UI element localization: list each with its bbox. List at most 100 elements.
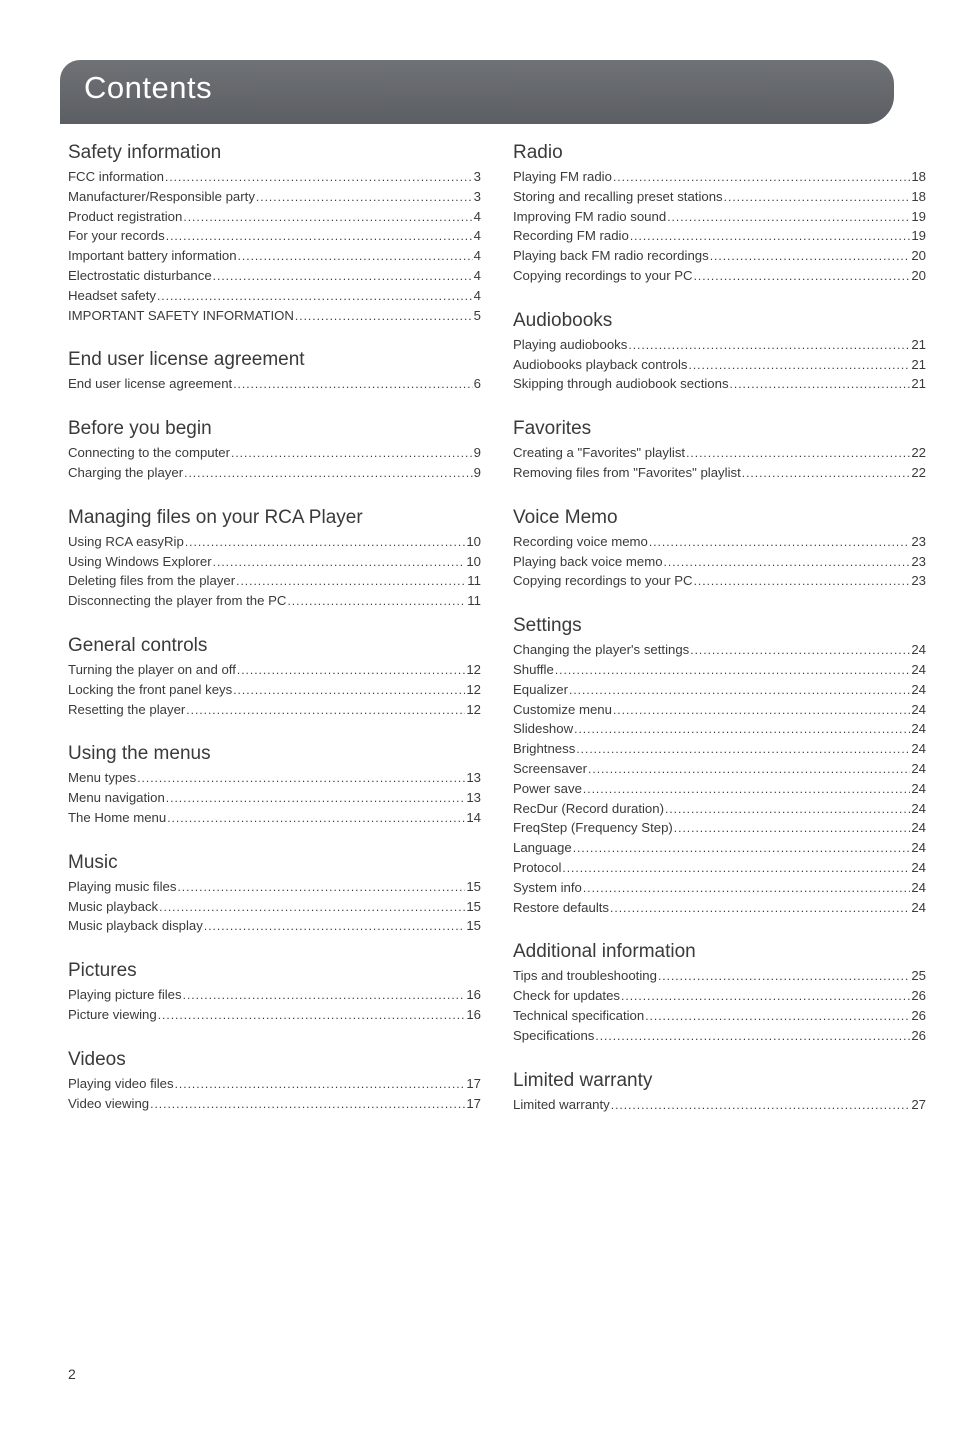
toc-entry-label: Tips and troubleshooting xyxy=(513,966,657,986)
toc-entry: Screensaver 24 xyxy=(513,759,926,779)
toc-leader-dots xyxy=(175,1074,466,1094)
toc-entry: Copying recordings to your PC 23 xyxy=(513,571,926,591)
toc-entry-label: Language xyxy=(513,838,572,858)
section-heading: Before you begin xyxy=(68,418,481,440)
toc-section: General controlsTurning the player on an… xyxy=(68,635,481,719)
toc-entry-page: 12 xyxy=(466,680,481,700)
toc-entry-page: 11 xyxy=(467,571,481,591)
title-bar: Contents xyxy=(60,60,894,124)
toc-entry: Improving FM radio sound 19 xyxy=(513,207,926,227)
section-heading: End user license agreement xyxy=(68,349,481,371)
toc-entry: System info 24 xyxy=(513,878,926,898)
toc-entry-label: Brightness xyxy=(513,739,575,759)
toc-entry-label: Locking the front panel keys xyxy=(68,680,232,700)
toc-entry: Changing the player's settings 24 xyxy=(513,640,926,660)
toc-leader-dots xyxy=(167,808,465,828)
toc-entry-label: FCC information xyxy=(68,167,164,187)
toc-entry-page: 17 xyxy=(466,1094,481,1114)
toc-leader-dots xyxy=(183,207,472,227)
toc-entry: Menu types 13 xyxy=(68,768,481,788)
toc-entry-label: Picture viewing xyxy=(68,1005,157,1025)
toc-leader-dots xyxy=(730,374,911,394)
toc-entry-label: End user license agreement xyxy=(68,374,232,394)
left-column: Safety informationFCC information 3Manuf… xyxy=(68,142,481,1138)
toc-entry-label: Power save xyxy=(513,779,582,799)
toc-section: RadioPlaying FM radio 18Storing and reca… xyxy=(513,142,926,286)
section-heading: Additional information xyxy=(513,941,926,963)
toc-entry-label: Playing back voice memo xyxy=(513,552,663,572)
toc-entry-label: Improving FM radio sound xyxy=(513,207,666,227)
toc-leader-dots xyxy=(204,916,465,936)
toc-section: AudiobooksPlaying audiobooks 21Audiobook… xyxy=(513,310,926,394)
page-number: 2 xyxy=(68,1366,76,1382)
toc-section: MusicPlaying music files 15Music playbac… xyxy=(68,852,481,936)
toc-entry: Language 24 xyxy=(513,838,926,858)
toc-entry-label: Slideshow xyxy=(513,719,573,739)
toc-entry-label: Creating a "Favorites" playlist xyxy=(513,443,685,463)
toc-leader-dots xyxy=(688,355,910,375)
toc-entry-page: 4 xyxy=(474,226,481,246)
toc-entry-label: Video viewing xyxy=(68,1094,149,1114)
toc-entry-page: 26 xyxy=(911,1026,926,1046)
toc-leader-dots xyxy=(555,660,911,680)
toc-entry-page: 23 xyxy=(911,571,926,591)
page-title: Contents xyxy=(84,70,870,106)
toc-entry-page: 24 xyxy=(911,719,926,739)
toc-entry: Limited warranty 27 xyxy=(513,1095,926,1115)
toc-leader-dots xyxy=(694,266,911,286)
toc-entry-page: 16 xyxy=(466,1005,481,1025)
toc-entry-page: 4 xyxy=(474,246,481,266)
toc-entry: FreqStep (Frequency Step) 24 xyxy=(513,818,926,838)
toc-entry: Connecting to the computer 9 xyxy=(68,443,481,463)
toc-entry: Creating a "Favorites" playlist 22 xyxy=(513,443,926,463)
toc-entry-label: Skipping through audiobook sections xyxy=(513,374,729,394)
toc-entry-label: Playing picture files xyxy=(68,985,182,1005)
toc-entry: Storing and recalling preset stations 18 xyxy=(513,187,926,207)
toc-entry-label: Check for updates xyxy=(513,986,620,1006)
toc-entry-page: 12 xyxy=(466,700,481,720)
toc-entry-page: 24 xyxy=(911,700,926,720)
toc-entry-label: FreqStep (Frequency Step) xyxy=(513,818,673,838)
toc-entry-page: 9 xyxy=(474,463,481,483)
toc-entry: Recording voice memo 23 xyxy=(513,532,926,552)
toc-entry-page: 19 xyxy=(911,207,926,227)
toc-entry: The Home menu 14 xyxy=(68,808,481,828)
toc-entry-label: Playing video files xyxy=(68,1074,174,1094)
toc-entry: Skipping through audiobook sections 21 xyxy=(513,374,926,394)
toc-entry: Specifications 26 xyxy=(513,1026,926,1046)
toc-entry: Slideshow 24 xyxy=(513,719,926,739)
toc-entry-page: 24 xyxy=(911,799,926,819)
toc-entry-label: Technical specification xyxy=(513,1006,644,1026)
toc-leader-dots xyxy=(166,788,466,808)
toc-entry-page: 25 xyxy=(911,966,926,986)
page: Contents Safety informationFCC informati… xyxy=(0,60,954,1434)
toc-entry-page: 23 xyxy=(911,552,926,572)
toc-entry: Playing FM radio 18 xyxy=(513,167,926,187)
toc-entry-page: 9 xyxy=(474,443,481,463)
toc-leader-dots xyxy=(588,759,910,779)
toc-entry-page: 24 xyxy=(911,818,926,838)
toc-entry: Playing video files 17 xyxy=(68,1074,481,1094)
toc-leader-dots xyxy=(611,1095,911,1115)
toc-entry: Important battery information 4 xyxy=(68,246,481,266)
toc-entry-page: 24 xyxy=(911,739,926,759)
toc-entry-label: Headset safety xyxy=(68,286,156,306)
toc-entry: Check for updates 26 xyxy=(513,986,926,1006)
toc-entry-label: Using Windows Explorer xyxy=(68,552,212,572)
toc-leader-dots xyxy=(694,571,911,591)
toc-leader-dots xyxy=(658,966,910,986)
toc-entry-label: Connecting to the computer xyxy=(68,443,230,463)
toc-leader-dots xyxy=(287,591,466,611)
toc-entry-label: Playing back FM radio recordings xyxy=(513,246,709,266)
toc-entry: Deleting files from the player 11 xyxy=(68,571,481,591)
toc-entry: Copying recordings to your PC 20 xyxy=(513,266,926,286)
toc-entry-label: Equalizer xyxy=(513,680,568,700)
toc-entry-page: 22 xyxy=(911,463,926,483)
toc-leader-dots xyxy=(665,799,910,819)
toc-leader-dots xyxy=(238,246,473,266)
toc-leader-dots xyxy=(137,768,465,788)
toc-entry: Using RCA easyRip 10 xyxy=(68,532,481,552)
toc-entry: IMPORTANT SAFETY INFORMATION 5 xyxy=(68,306,481,326)
toc-section: SettingsChanging the player's settings 2… xyxy=(513,615,926,917)
toc-entry-label: Shuffle xyxy=(513,660,554,680)
